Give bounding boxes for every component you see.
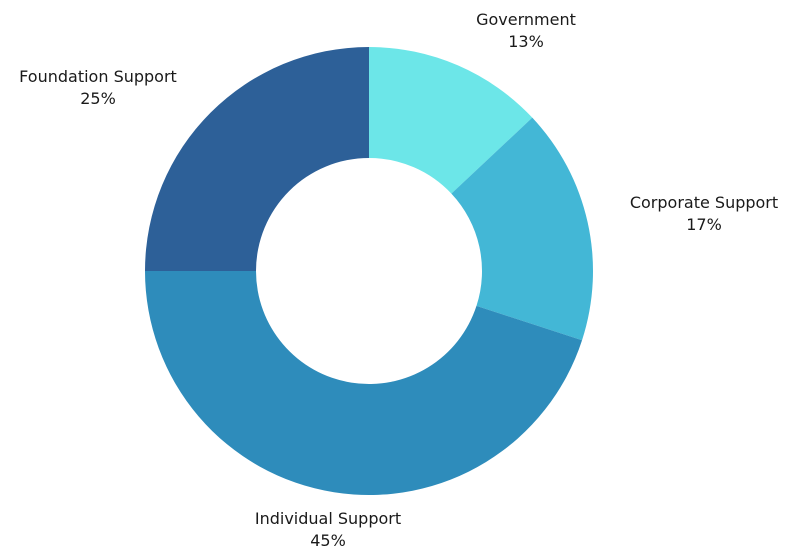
slice-government xyxy=(369,47,533,194)
slice-label-foundation-support: Foundation Support 25% xyxy=(19,66,177,110)
slice-name-foundation-support: Foundation Support xyxy=(19,67,177,86)
slice-label-individual-support: Individual Support 45% xyxy=(255,508,401,548)
slice-name-government: Government xyxy=(476,10,576,29)
slice-foundation-support xyxy=(145,47,369,271)
slice-label-corporate-support: Corporate Support 17% xyxy=(630,192,778,236)
slice-value-government: 13% xyxy=(508,32,544,51)
slice-name-corporate-support: Corporate Support xyxy=(629,193,779,212)
slice-name-individual-support: Individual Support xyxy=(254,509,402,528)
slice-value-corporate-support: 17% xyxy=(686,215,722,234)
slice-value-foundation-support: 25% xyxy=(80,89,116,108)
slice-individual-support xyxy=(145,271,583,496)
slice-corporate-support xyxy=(451,117,593,341)
slice-label-government: Government 13% xyxy=(476,9,576,53)
slice-value-individual-support: 45% xyxy=(310,531,346,548)
